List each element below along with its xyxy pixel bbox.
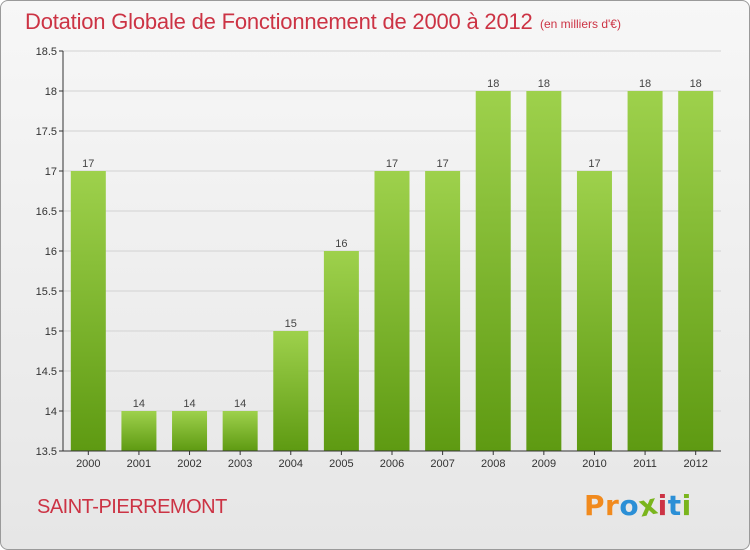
bar — [576, 171, 612, 451]
bar — [222, 411, 258, 451]
brand-letter: P — [584, 489, 606, 522]
chart-title: Dotation Globale de Fonctionnement de 20… — [25, 9, 533, 34]
data-label: 14 — [234, 398, 246, 410]
brand-letter: o — [619, 489, 640, 522]
data-label: 17 — [386, 158, 398, 170]
y-tick-label: 17 — [45, 166, 57, 178]
x-tick-label: 2012 — [683, 458, 707, 470]
x-tick-label: 2010 — [582, 458, 606, 470]
bar — [273, 331, 309, 451]
brand-logo: Proxiti — [584, 487, 692, 523]
x-tick-label: 2001 — [127, 458, 151, 470]
bar — [678, 91, 714, 451]
x-tick-label: 2007 — [430, 458, 454, 470]
x-tick-label: 2000 — [76, 458, 100, 470]
brand-letter: r — [605, 489, 620, 522]
data-label: 17 — [82, 158, 94, 170]
data-label: 16 — [335, 238, 347, 250]
x-tick-label: 2004 — [279, 458, 303, 470]
bar — [374, 171, 410, 451]
y-tick-label: 14 — [45, 406, 57, 418]
bar — [70, 171, 106, 451]
axes: 13.5 14 14.5 15 15.5 16 16.5 17 17.5 18 18.5 2000 20… — [36, 46, 721, 470]
y-tick-label: 16.5 — [36, 206, 57, 218]
data-labels: 17 14 14 14 15 16 17 17 18 18 17 18 18 — [82, 78, 702, 410]
data-label: 14 — [133, 398, 145, 410]
bars — [70, 91, 714, 451]
y-tick-label: 14.5 — [36, 366, 57, 378]
chart-subtitle: (en milliers d'€) — [540, 17, 621, 31]
y-tick-label: 15 — [45, 326, 57, 338]
x-tick-label: 2005 — [329, 458, 353, 470]
x-tick-label: 2011 — [633, 458, 657, 470]
x-tick-label: 2008 — [481, 458, 505, 470]
bar — [172, 411, 208, 451]
data-label: 18 — [538, 78, 550, 90]
x-tick-label: 2006 — [380, 458, 404, 470]
data-label: 18 — [690, 78, 702, 90]
y-tick-label: 16 — [45, 246, 57, 258]
brand-letter: t — [667, 489, 682, 522]
y-tick-label: 15.5 — [36, 286, 57, 298]
y-tick-label: 17.5 — [36, 126, 57, 138]
bar — [526, 91, 562, 451]
x-tick-label: 2002 — [177, 458, 201, 470]
data-label: 18 — [639, 78, 651, 90]
x-tick-label: 2009 — [532, 458, 556, 470]
y-tick-label: 13.5 — [36, 446, 57, 458]
data-label: 17 — [588, 158, 600, 170]
data-label: 18 — [487, 78, 499, 90]
bar — [475, 91, 511, 451]
x-tick-label: 2003 — [228, 458, 252, 470]
bar — [425, 171, 461, 451]
location-name: SAINT-PIERREMONT — [37, 496, 227, 518]
y-tick-label: 18 — [45, 86, 57, 98]
data-label: 15 — [285, 318, 297, 330]
brand-letter: i — [657, 489, 668, 522]
y-tick-label: 18.5 — [36, 46, 57, 58]
bar — [627, 91, 663, 451]
bar — [323, 251, 359, 451]
data-label: 17 — [436, 158, 448, 170]
bar — [121, 411, 157, 451]
data-label: 14 — [183, 398, 195, 410]
brand-letter: i — [681, 489, 692, 522]
